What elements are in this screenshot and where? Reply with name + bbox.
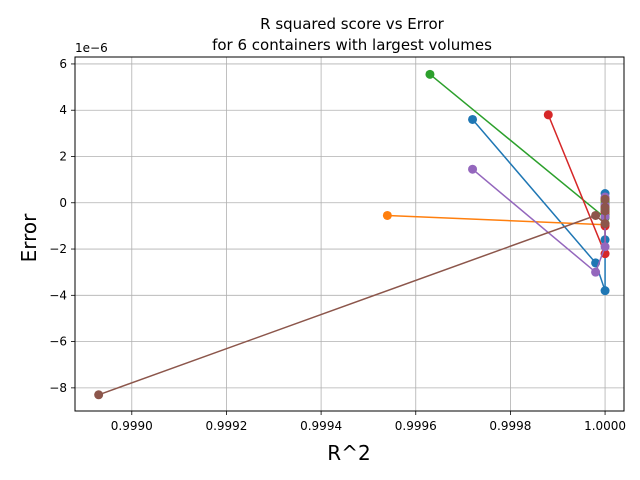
y-tick-label: −2 bbox=[49, 242, 67, 256]
data-point bbox=[468, 164, 478, 174]
series-6 bbox=[94, 194, 610, 400]
series-group bbox=[94, 69, 610, 400]
x-tick-label: 0.9998 bbox=[489, 419, 531, 433]
y-tick-label: −6 bbox=[49, 335, 67, 349]
data-point bbox=[600, 242, 610, 252]
chart-title-line2: for 6 containers with largest volumes bbox=[212, 36, 492, 54]
data-point bbox=[600, 194, 610, 204]
y-axis-label: Error bbox=[17, 213, 41, 263]
x-tick-label: 0.9996 bbox=[395, 419, 437, 433]
data-point bbox=[425, 69, 435, 79]
data-point bbox=[591, 267, 601, 277]
y-tick-label: 0 bbox=[59, 196, 67, 210]
x-tick-label: 0.9992 bbox=[205, 419, 247, 433]
chart-title-line1: R squared score vs Error bbox=[260, 15, 445, 33]
data-point bbox=[382, 210, 392, 220]
y-tick-label: 4 bbox=[59, 103, 67, 117]
y-tick-label: 2 bbox=[59, 149, 67, 163]
x-tick-label: 0.9990 bbox=[111, 419, 153, 433]
plot-frame bbox=[74, 56, 625, 412]
data-point bbox=[468, 114, 478, 124]
data-point bbox=[600, 219, 610, 229]
data-point bbox=[543, 110, 553, 120]
y-tick-label: −4 bbox=[49, 288, 67, 302]
y-tick-label: 6 bbox=[59, 57, 67, 71]
data-point bbox=[94, 390, 104, 400]
x-tick-label: 0.9994 bbox=[300, 419, 342, 433]
y-tick-label: −8 bbox=[49, 381, 67, 395]
data-point bbox=[600, 202, 610, 212]
x-axis-label: R^2 bbox=[327, 441, 370, 465]
x-tick-label: 1.0000 bbox=[584, 419, 626, 433]
data-point bbox=[600, 286, 610, 296]
data-point bbox=[591, 210, 601, 220]
y-offset-label: 1e−6 bbox=[75, 41, 108, 55]
axis-ticks: 0.9990 0.9992 0.9994 0.9996 0.9998 1.0000 −8 −6… bbox=[49, 57, 626, 433]
